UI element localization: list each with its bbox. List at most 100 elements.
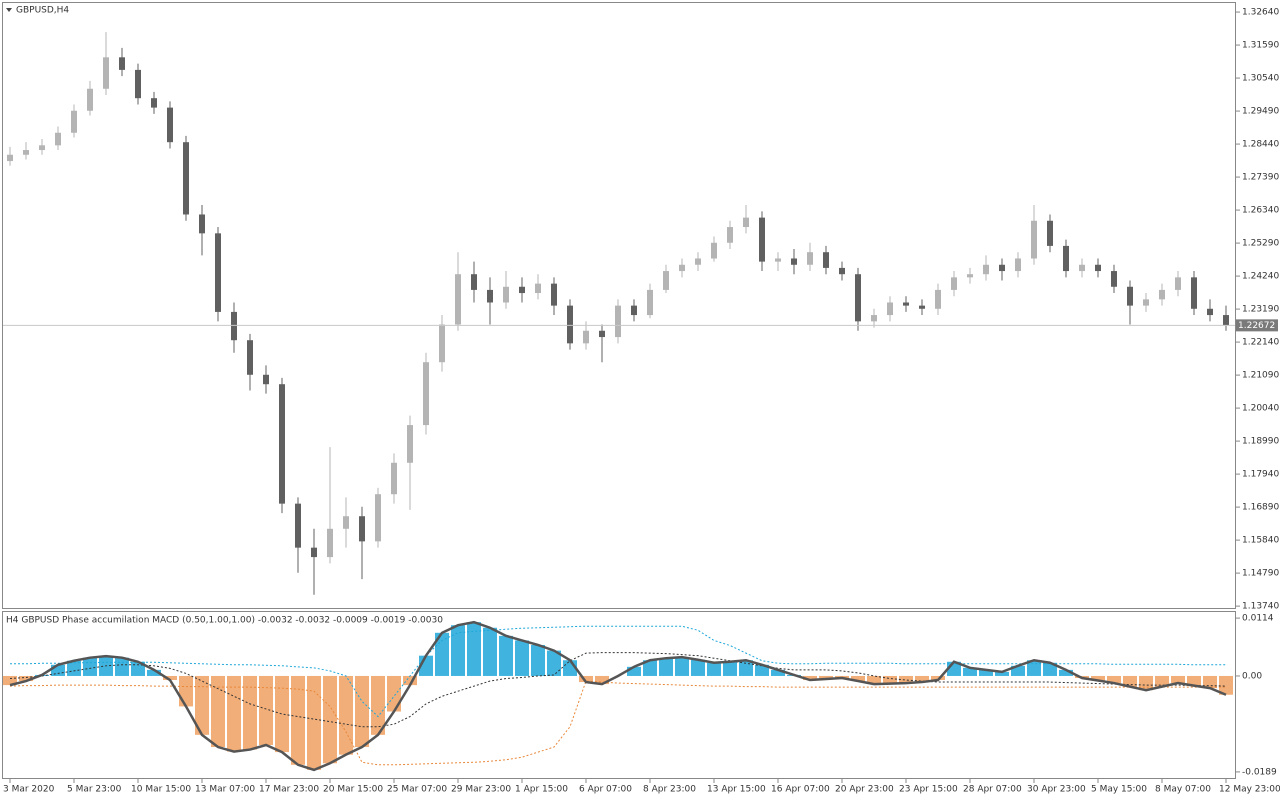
candle-body bbox=[871, 315, 877, 322]
candle-body bbox=[1127, 286, 1133, 306]
candle-body bbox=[343, 516, 349, 529]
candle-body bbox=[1079, 264, 1085, 272]
histogram-bar bbox=[1011, 665, 1025, 676]
histogram-bar bbox=[3, 675, 17, 686]
candle-body bbox=[39, 145, 45, 151]
current-price-label: 1.22672 bbox=[1238, 321, 1275, 331]
y-tick-label: 1.13740 bbox=[1242, 602, 1279, 612]
histogram-bar bbox=[1203, 675, 1217, 689]
candle-body bbox=[1031, 220, 1037, 259]
y-tick-label: 1.22140 bbox=[1242, 338, 1279, 348]
y-tick-label: 1.27390 bbox=[1242, 173, 1279, 183]
x-tick-label: 12 May 23:00 bbox=[1219, 785, 1280, 795]
candle-body bbox=[1159, 289, 1165, 300]
histogram-bar bbox=[51, 664, 65, 676]
histogram-bar bbox=[883, 675, 897, 684]
histogram-bar bbox=[195, 675, 209, 735]
y-tick-label: 1.31590 bbox=[1242, 41, 1279, 51]
candle-body bbox=[935, 289, 941, 309]
candle-body bbox=[1175, 277, 1181, 290]
histogram-bar bbox=[1059, 669, 1073, 676]
histogram-bar bbox=[83, 657, 97, 676]
y-tick-label: 1.15840 bbox=[1242, 536, 1279, 546]
candle-body bbox=[7, 154, 13, 162]
histogram-bar bbox=[723, 661, 737, 676]
y-tick-label: 1.26340 bbox=[1242, 206, 1279, 216]
candle-body bbox=[423, 362, 429, 426]
current-price-box bbox=[1236, 319, 1278, 332]
candle-body bbox=[999, 264, 1005, 272]
candle-body bbox=[951, 277, 957, 290]
x-tick-label: 5 May 15:00 bbox=[1091, 785, 1147, 795]
x-tick-label: 10 Mar 15:00 bbox=[131, 785, 191, 795]
menu-arrow[interactable] bbox=[6, 8, 12, 12]
histogram-bar bbox=[1155, 675, 1169, 687]
candle-body bbox=[855, 274, 861, 322]
candle-body bbox=[743, 217, 749, 228]
x-tick-label: 13 Apr 15:00 bbox=[707, 785, 766, 795]
candle-body bbox=[551, 283, 557, 306]
candle-body bbox=[119, 57, 125, 70]
x-tick-label: 5 Mar 23:00 bbox=[67, 785, 122, 795]
y-tick-label: 1.18990 bbox=[1242, 437, 1279, 447]
histogram-bar bbox=[147, 669, 161, 676]
histogram-bar bbox=[163, 675, 177, 681]
x-tick-label: 30 Apr 23:00 bbox=[1027, 785, 1086, 795]
y-tick-label: 1.20040 bbox=[1242, 404, 1279, 414]
histogram-bar bbox=[579, 675, 593, 683]
histogram-bar bbox=[851, 675, 865, 682]
candle-body bbox=[439, 324, 445, 363]
candle-body bbox=[631, 305, 637, 316]
candle-body bbox=[71, 110, 77, 133]
histogram-bar bbox=[675, 657, 689, 676]
candle-body bbox=[327, 528, 333, 558]
histogram-bar bbox=[963, 667, 977, 676]
histogram-bar bbox=[515, 640, 529, 676]
candle-body bbox=[471, 274, 477, 290]
histogram-bar bbox=[771, 669, 785, 676]
histogram-bar bbox=[1107, 675, 1121, 684]
histogram-bar bbox=[1219, 675, 1233, 695]
candle-body bbox=[87, 88, 93, 111]
candle-body bbox=[903, 302, 909, 306]
histogram-bar bbox=[211, 675, 225, 748]
dotted-line bbox=[9, 680, 1226, 766]
candle-body bbox=[1143, 299, 1149, 306]
histogram-bar bbox=[1171, 675, 1185, 684]
candle-body bbox=[167, 107, 173, 143]
candle-body bbox=[983, 264, 989, 275]
histogram-bar bbox=[67, 660, 81, 676]
histogram-bar bbox=[291, 675, 305, 765]
candle-body bbox=[1063, 245, 1069, 272]
histogram-bar bbox=[1043, 662, 1057, 676]
histogram-bar bbox=[819, 675, 833, 680]
candle-body bbox=[583, 330, 589, 344]
histogram-bar bbox=[643, 660, 657, 676]
candle-body bbox=[199, 214, 205, 234]
candle-body bbox=[775, 258, 781, 262]
histogram-bar bbox=[115, 657, 129, 676]
candle-body bbox=[711, 242, 717, 259]
histogram-bar bbox=[931, 675, 945, 681]
candle-body bbox=[263, 374, 269, 385]
y-tick-label: 1.30540 bbox=[1242, 74, 1279, 84]
candle-body bbox=[215, 233, 221, 312]
candle-body bbox=[311, 547, 317, 558]
histogram-bar bbox=[483, 627, 497, 676]
candle-body bbox=[183, 142, 189, 215]
x-tick-label: 3 Mar 2020 bbox=[3, 785, 55, 795]
histogram-bar bbox=[179, 675, 193, 707]
y-tick-label: 1.25290 bbox=[1242, 239, 1279, 249]
y-tick-label: 1.23190 bbox=[1242, 305, 1279, 315]
x-tick-label: 13 Mar 07:00 bbox=[195, 785, 255, 795]
y-tick-label: -0.0189 bbox=[1242, 767, 1277, 777]
x-tick-label: 29 Mar 23:00 bbox=[451, 785, 511, 795]
histogram-bar bbox=[467, 622, 481, 676]
histogram-bar bbox=[547, 650, 561, 676]
candle-body bbox=[295, 503, 301, 548]
histogram-bar bbox=[803, 675, 817, 681]
candle-body bbox=[279, 384, 285, 504]
candle-body bbox=[455, 274, 461, 325]
